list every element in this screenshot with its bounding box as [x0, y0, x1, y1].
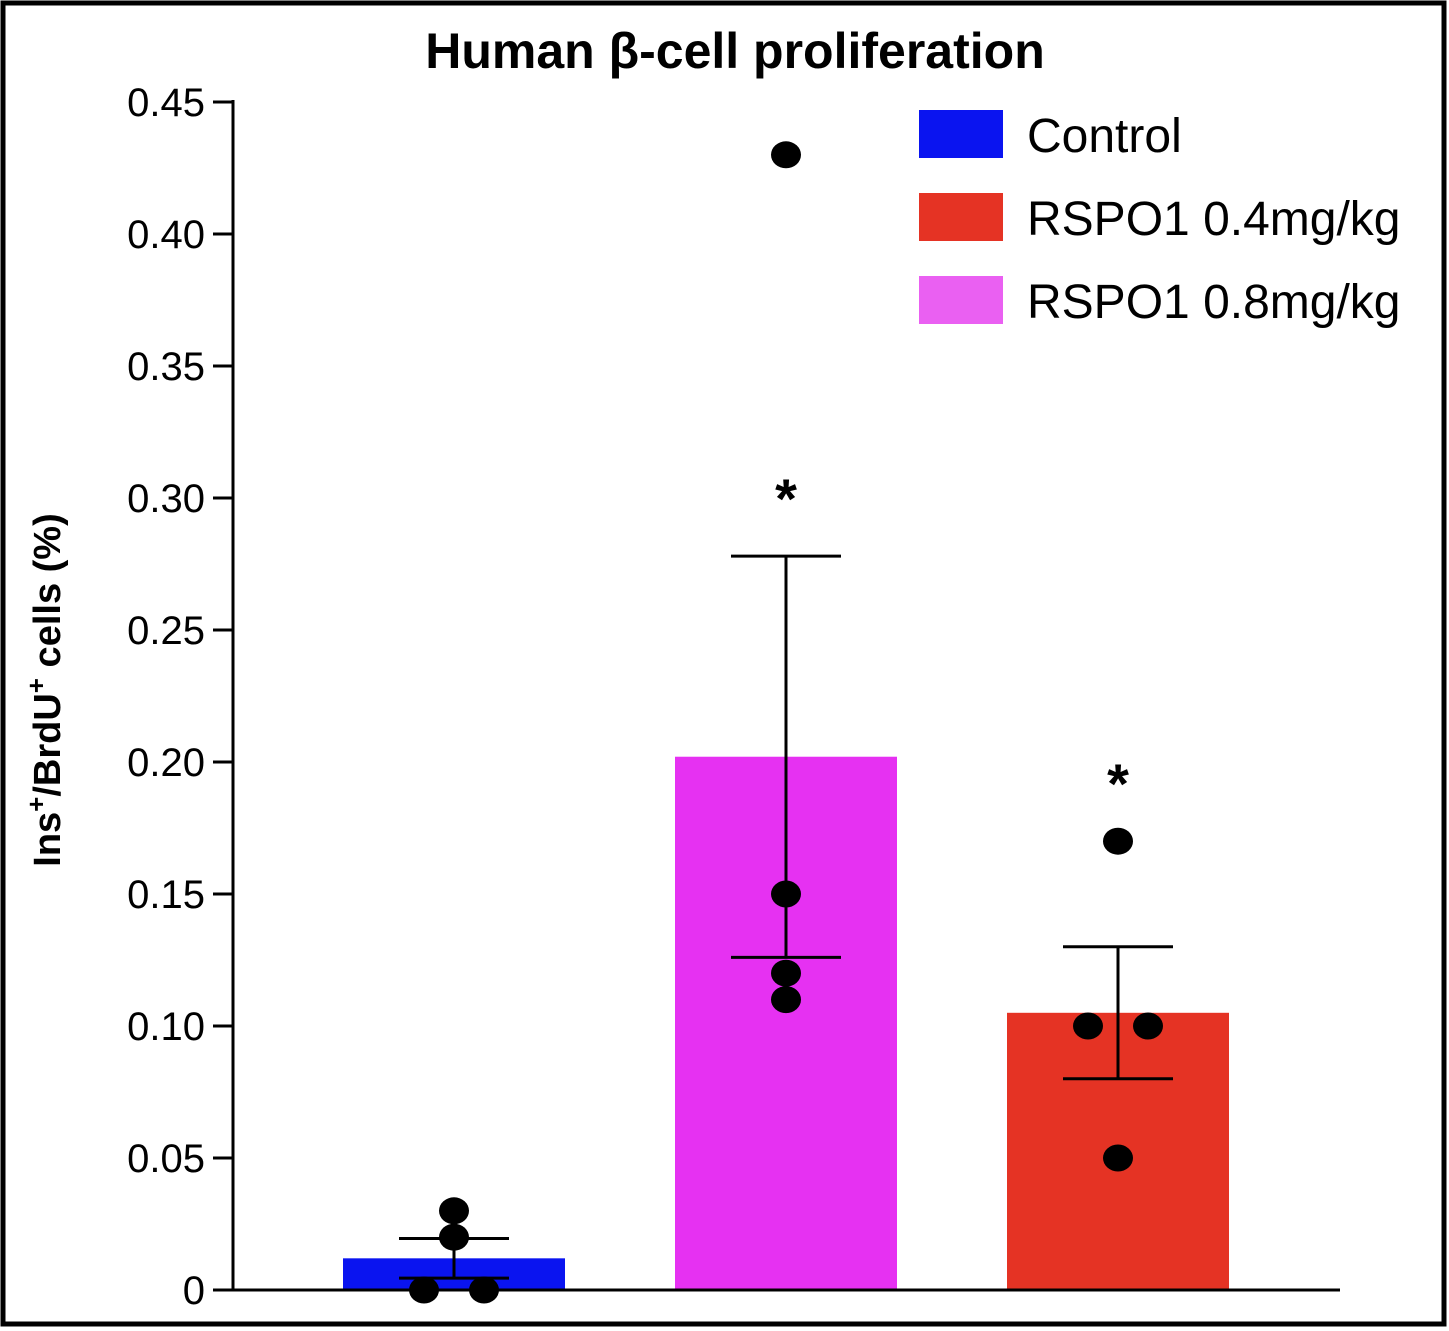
data-point: [469, 1276, 499, 1304]
y-tick-label: 0: [183, 1269, 205, 1313]
y-tick-label: 0.45: [127, 81, 205, 125]
legend-swatch-rspo1-0-4mg-kg: [919, 193, 1003, 241]
data-points-layer: [409, 141, 1163, 1304]
data-point: [771, 880, 801, 908]
legend-label-control: Control: [1027, 110, 1182, 163]
y-label-sup-1: +: [21, 797, 51, 812]
significance-layer: **: [775, 467, 1129, 815]
significance-marker: *: [1107, 752, 1129, 815]
y-label-sup-2: +: [21, 678, 51, 693]
y-tick-label: 0.15: [127, 873, 205, 917]
data-point: [1103, 827, 1133, 855]
data-point: [439, 1223, 469, 1251]
data-point: [409, 1276, 439, 1304]
data-point: [1073, 1012, 1103, 1040]
y-axis-label: Ins+/BrdU+ cells (%): [21, 513, 69, 866]
legend-label-rspo1-0-4mg-kg: RSPO1 0.4mg/kg: [1027, 193, 1401, 246]
y-tick-label: 0.10: [127, 1005, 205, 1049]
significance-marker: *: [775, 467, 797, 530]
y-tick-label: 0.20: [127, 741, 205, 785]
y-tick-label: 0.25: [127, 609, 205, 653]
axes-layer: 0 0.05 0.10 0.15 0.20 0.25 0.30 0.35 0.40 0.45: [127, 81, 1340, 1313]
data-point: [771, 959, 801, 987]
chart-title: Human β-cell proliferation: [425, 23, 1044, 79]
legend-label-rspo1-0-8mg-kg: RSPO1 0.8mg/kg: [1027, 276, 1401, 329]
legend-swatch-control: [919, 110, 1003, 158]
data-point: [1103, 1144, 1133, 1172]
y-tick-label: 0.30: [127, 477, 205, 521]
y-label-part-ins: Ins: [27, 812, 69, 867]
data-point: [1133, 1012, 1163, 1040]
data-point: [771, 986, 801, 1014]
y-tick-label: 0.35: [127, 345, 205, 389]
y-label-part-brdu: /BrdU: [27, 693, 69, 796]
y-tick-label: 0.40: [127, 213, 205, 257]
y-label-part-cells: cells (%): [27, 513, 69, 678]
y-tick-label: 0.05: [127, 1137, 205, 1181]
data-point: [771, 141, 801, 169]
data-point: [439, 1197, 469, 1225]
legend: Control RSPO1 0.4mg/kg RSPO1 0.8mg/kg: [919, 110, 1401, 329]
legend-swatch-rspo1-0-8mg-kg: [919, 276, 1003, 324]
